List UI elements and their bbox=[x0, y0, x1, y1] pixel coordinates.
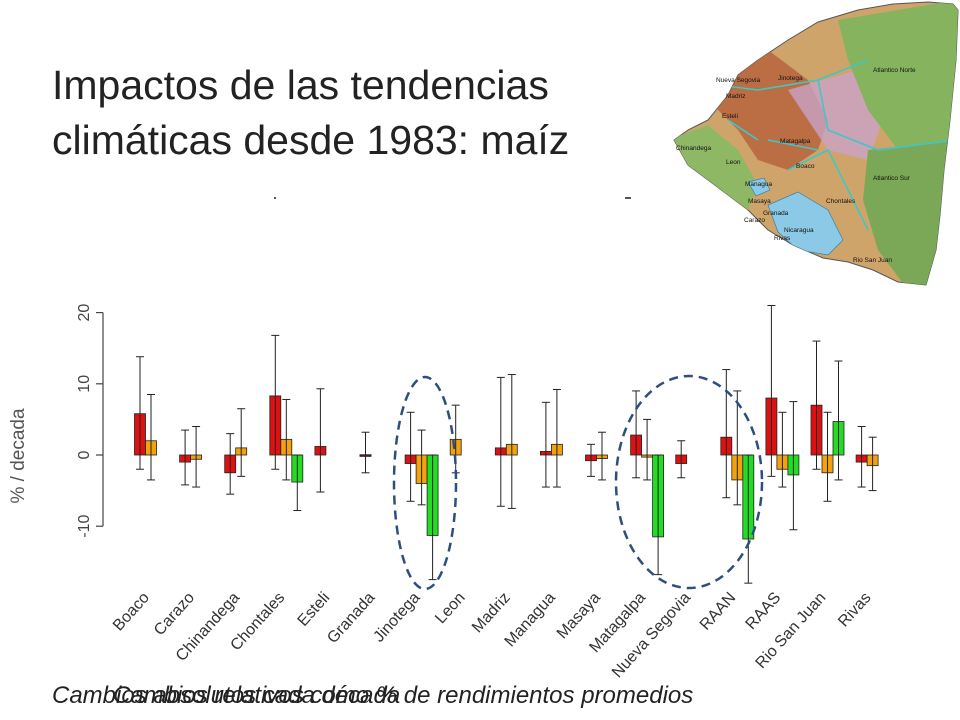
x-tick-label: Madriz bbox=[469, 589, 514, 636]
x-tick-label: Jinotega bbox=[370, 589, 423, 645]
caption-relative-changes: Cambios relativos como % de rendimientos… bbox=[113, 682, 694, 709]
error-bars bbox=[136, 304, 877, 584]
title-line-1: Impactos de las tendencias bbox=[52, 62, 549, 108]
y-axis: -10 0 10 20 bbox=[76, 304, 104, 538]
highlight-ellipse-nueva-segovia-raan bbox=[614, 374, 764, 590]
nicaragua-map: Nueva Segovia Madriz Jinotega Atlantico … bbox=[673, 1, 959, 286]
map-label: Esteli bbox=[722, 113, 738, 120]
map-label: Atlantico Norte bbox=[873, 67, 916, 74]
map-lake-nicaragua bbox=[767, 191, 844, 256]
map-label: Matagalpa bbox=[780, 138, 811, 145]
map-label: Managua bbox=[745, 181, 772, 188]
x-tick-label: Rivas bbox=[835, 589, 874, 630]
map-borders bbox=[717, 59, 957, 231]
map-label: Granada bbox=[763, 210, 789, 217]
map-label: Madriz bbox=[726, 93, 746, 100]
x-tick-label: RAAS bbox=[743, 589, 785, 633]
x-tick-label: Nueva Segovia bbox=[609, 589, 694, 680]
map-label: Nicaragua bbox=[784, 227, 814, 234]
map-label: Chontales bbox=[826, 198, 856, 205]
map-forest-north bbox=[838, 2, 958, 150]
y-tick-label: 20 bbox=[76, 304, 93, 322]
map-lake-managua bbox=[747, 177, 771, 197]
map-pacific-lowlands bbox=[674, 125, 758, 210]
highlight-ellipse-jinotega bbox=[392, 375, 458, 591]
map-label: Chinandega bbox=[676, 145, 711, 152]
x-tick-label: RAAN bbox=[697, 589, 739, 633]
x-tick-label: Boaco bbox=[110, 589, 153, 634]
map-highlands bbox=[713, 50, 828, 170]
x-tick-label: Esteli bbox=[295, 589, 334, 629]
y-tick-label: -10 bbox=[76, 515, 93, 538]
x-tick-label: Leon bbox=[432, 589, 468, 627]
title-line-2: climáticas desde 1983: maíz bbox=[52, 117, 570, 163]
artifact-dot bbox=[625, 197, 631, 199]
map-label: Masaya bbox=[748, 198, 771, 205]
y-tick-label: 0 bbox=[76, 450, 93, 459]
map-label: Atlantico Sur bbox=[873, 175, 911, 182]
map-label: Leon bbox=[726, 159, 741, 166]
map-label: Rivas bbox=[774, 235, 791, 242]
map-label: Rio San Juan bbox=[853, 257, 892, 264]
map-label: Jinotega bbox=[778, 75, 803, 82]
y-tick-label: 10 bbox=[76, 375, 93, 393]
highlight-ellipses bbox=[392, 374, 764, 591]
map-forest-south bbox=[863, 140, 958, 285]
map-label: Boaco bbox=[796, 163, 815, 170]
artifact-dot bbox=[274, 197, 276, 199]
map-label: Carazo bbox=[744, 217, 765, 224]
caption-absolute-changes: Cambios absolutos cada década bbox=[52, 682, 401, 709]
bars bbox=[134, 395, 879, 540]
map-label: Nueva Segovia bbox=[716, 77, 760, 84]
x-tick-label: Carazo bbox=[151, 589, 198, 639]
map-highlands-east bbox=[788, 70, 883, 160]
slide-title: Impactos de las tendencias climáticas de… bbox=[52, 58, 652, 168]
y-axis-label: % / decada bbox=[8, 408, 29, 503]
x-tick-label: Granada bbox=[324, 589, 378, 647]
